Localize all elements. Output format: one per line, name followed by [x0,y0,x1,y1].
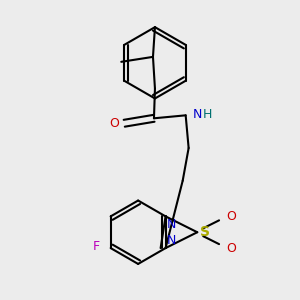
Text: O: O [226,242,236,255]
Text: F: F [93,240,100,253]
Text: N: N [167,234,176,247]
Text: O: O [110,117,119,130]
Text: S: S [200,225,210,239]
Text: O: O [226,210,236,223]
Text: H: H [202,108,212,121]
Text: N: N [193,108,202,121]
Text: N: N [167,218,176,231]
